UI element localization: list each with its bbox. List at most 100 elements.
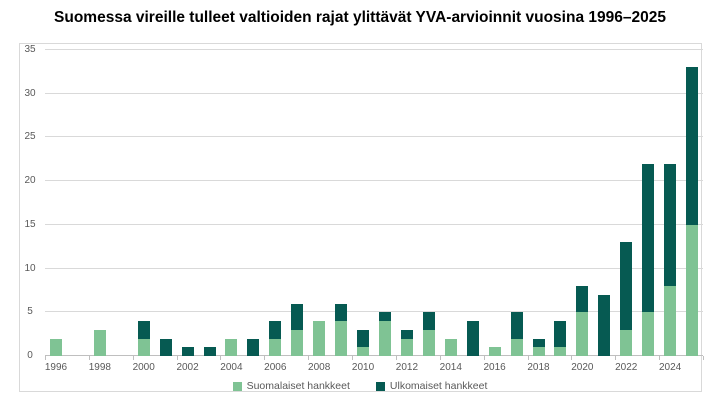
x-axis-tick-mark — [352, 356, 353, 360]
x-axis-tick-mark — [528, 356, 529, 360]
y-axis-tick-label: 30 — [24, 87, 36, 99]
legend-swatch-icon — [232, 381, 242, 391]
x-axis-tick-mark — [615, 356, 616, 360]
gridline — [45, 311, 703, 313]
bar-2023-ulkomaiset — [642, 163, 655, 313]
bar-2020-ulkomaiset — [576, 286, 589, 313]
bar-2019-suomalaiset — [554, 347, 567, 356]
x-axis-tick-mark — [264, 356, 265, 360]
y-axis-tick-label: 15 — [24, 218, 36, 230]
bar-2011-ulkomaiset — [378, 312, 391, 322]
x-axis-tick-mark — [177, 356, 178, 360]
legend-swatch-icon — [375, 381, 385, 391]
plot-area — [45, 49, 704, 360]
x-axis-tick-label: 2010 — [351, 362, 375, 373]
bar-2001-ulkomaiset — [159, 338, 172, 356]
y-axis-tick-label: 25 — [24, 131, 36, 143]
x-axis-tick-mark — [703, 356, 704, 360]
legend-item-label: Ulkomaiset hankkeet — [389, 380, 488, 392]
bar-2018-ulkomaiset — [532, 338, 545, 348]
x-axis-tick-label: 1998 — [88, 362, 111, 373]
x-axis-tick-label: 2014 — [439, 362, 462, 373]
bar-2019-ulkomaiset — [554, 321, 567, 348]
bar-2021-ulkomaiset — [598, 294, 611, 356]
bar-2023-suomalaiset — [642, 312, 655, 356]
gridline — [45, 180, 703, 182]
gridline — [45, 49, 703, 51]
bar-2025-ulkomaiset — [686, 67, 699, 225]
x-axis-tick-mark — [45, 356, 46, 360]
legend-item-label: Suomalaiset hankkeet — [246, 380, 350, 392]
bar-2012-ulkomaiset — [400, 329, 413, 339]
bar-2016-suomalaiset — [488, 347, 501, 356]
y-axis-tick-label: 20 — [24, 175, 36, 187]
bar-2020-suomalaiset — [576, 312, 589, 356]
bar-2010-suomalaiset — [357, 347, 370, 356]
bar-2007-suomalaiset — [291, 329, 304, 356]
x-axis-tick-mark — [220, 356, 221, 360]
bar-2006-suomalaiset — [269, 338, 282, 356]
gridline — [45, 223, 703, 225]
bar-2022-suomalaiset — [620, 329, 633, 356]
bar-2015-ulkomaiset — [466, 321, 479, 356]
bar-2009-suomalaiset — [335, 321, 348, 356]
x-axis-tick-mark — [89, 356, 90, 360]
gridline — [45, 92, 703, 94]
bar-2003-ulkomaiset — [203, 347, 216, 356]
x-axis-tick-mark — [396, 356, 397, 360]
x-axis-tick-label: 2022 — [615, 362, 638, 373]
bar-2024-ulkomaiset — [664, 163, 677, 287]
x-axis-tick-label: 2008 — [308, 362, 331, 373]
bar-2017-suomalaiset — [510, 338, 523, 356]
y-axis-tick-label: 10 — [24, 262, 36, 274]
bar-2006-ulkomaiset — [269, 321, 282, 339]
bar-2008-suomalaiset — [313, 321, 326, 356]
legend-item: Ulkomaiset hankkeet — [375, 379, 488, 393]
x-axis-tick-label: 2006 — [264, 362, 287, 373]
x-axis-tick-mark — [484, 356, 485, 360]
y-axis-tick-label: 0 — [27, 350, 33, 361]
x-axis-tick-label: 2020 — [571, 362, 594, 373]
x-axis-tick-mark — [571, 356, 572, 360]
y-axis-tick-label: 35 — [24, 44, 36, 55]
bar-2013-ulkomaiset — [422, 312, 435, 330]
bar-2011-suomalaiset — [378, 321, 391, 356]
bar-2014-suomalaiset — [444, 338, 457, 356]
x-axis-tick-mark — [440, 356, 441, 360]
bar-2012-suomalaiset — [400, 338, 413, 356]
legend: Suomalaiset hankkeet Ulkomaiset hankkeet — [0, 378, 720, 394]
x-axis-tick-label: 2024 — [658, 362, 682, 373]
bar-2005-ulkomaiset — [247, 338, 260, 356]
y-axis-tick-label: 5 — [27, 306, 33, 318]
bar-2002-ulkomaiset — [181, 347, 194, 356]
x-axis-tick-label: 2018 — [527, 362, 550, 373]
bar-2022-ulkomaiset — [620, 242, 633, 330]
bar-2018-suomalaiset — [532, 347, 545, 356]
bar-2000-suomalaiset — [137, 338, 150, 356]
bar-2009-ulkomaiset — [335, 303, 348, 322]
gridline — [45, 136, 703, 138]
x-axis-tick-label: 2000 — [132, 362, 155, 373]
gridline — [45, 267, 703, 269]
x-axis-tick-mark — [308, 356, 309, 360]
bar-2004-suomalaiset — [225, 338, 238, 356]
x-axis-line — [45, 355, 703, 356]
chart-title: Suomessa vireille tulleet valtioiden raj… — [54, 9, 666, 26]
bar-1996-suomalaiset — [49, 338, 62, 356]
bar-2024-suomalaiset — [664, 286, 677, 356]
bar-2007-ulkomaiset — [291, 303, 304, 330]
x-axis-tick-mark — [659, 356, 660, 360]
x-axis-tick-label: 2012 — [395, 362, 419, 373]
bar-2010-ulkomaiset — [357, 329, 370, 348]
x-axis-tick-label: 2004 — [220, 362, 243, 373]
bar-1998-suomalaiset — [93, 329, 106, 356]
x-axis-tick-label: 2016 — [483, 362, 506, 373]
bar-2013-suomalaiset — [422, 329, 435, 356]
x-axis-tick-mark — [133, 356, 134, 360]
bar-2017-ulkomaiset — [510, 312, 523, 339]
legend-item: Suomalaiset hankkeet — [232, 379, 350, 393]
x-axis-tick-label: 2002 — [176, 362, 199, 373]
bar-2025-suomalaiset — [686, 224, 699, 356]
x-axis-tick-label: 1996 — [44, 362, 68, 373]
